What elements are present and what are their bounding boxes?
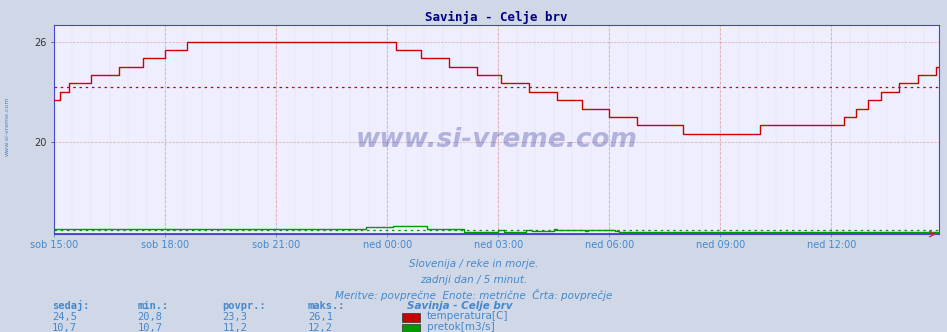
Text: povpr.:: povpr.: bbox=[223, 301, 266, 311]
Text: 12,2: 12,2 bbox=[308, 323, 332, 332]
Text: pretok[m3/s]: pretok[m3/s] bbox=[427, 322, 495, 332]
Text: 26,1: 26,1 bbox=[308, 312, 332, 322]
Text: Savinja - Celje brv: Savinja - Celje brv bbox=[407, 301, 513, 311]
Text: Meritve: povprečne  Enote: metrične  Črta: povprečje: Meritve: povprečne Enote: metrične Črta:… bbox=[335, 289, 612, 301]
Text: www.si-vreme.com: www.si-vreme.com bbox=[5, 96, 10, 156]
Text: www.si-vreme.com: www.si-vreme.com bbox=[356, 127, 637, 153]
Text: sedaj:: sedaj: bbox=[52, 300, 90, 311]
Text: zadnji dan / 5 minut.: zadnji dan / 5 minut. bbox=[420, 275, 527, 285]
Text: maks.:: maks.: bbox=[308, 301, 346, 311]
Text: 10,7: 10,7 bbox=[52, 323, 77, 332]
Text: min.:: min.: bbox=[137, 301, 169, 311]
Text: 10,7: 10,7 bbox=[137, 323, 162, 332]
Text: temperatura[C]: temperatura[C] bbox=[427, 311, 509, 321]
Text: 23,3: 23,3 bbox=[223, 312, 247, 322]
Text: Slovenija / reke in morje.: Slovenija / reke in morje. bbox=[409, 259, 538, 269]
Text: 11,2: 11,2 bbox=[223, 323, 247, 332]
Text: 24,5: 24,5 bbox=[52, 312, 77, 322]
Title: Savinja - Celje brv: Savinja - Celje brv bbox=[425, 11, 568, 24]
Text: 20,8: 20,8 bbox=[137, 312, 162, 322]
